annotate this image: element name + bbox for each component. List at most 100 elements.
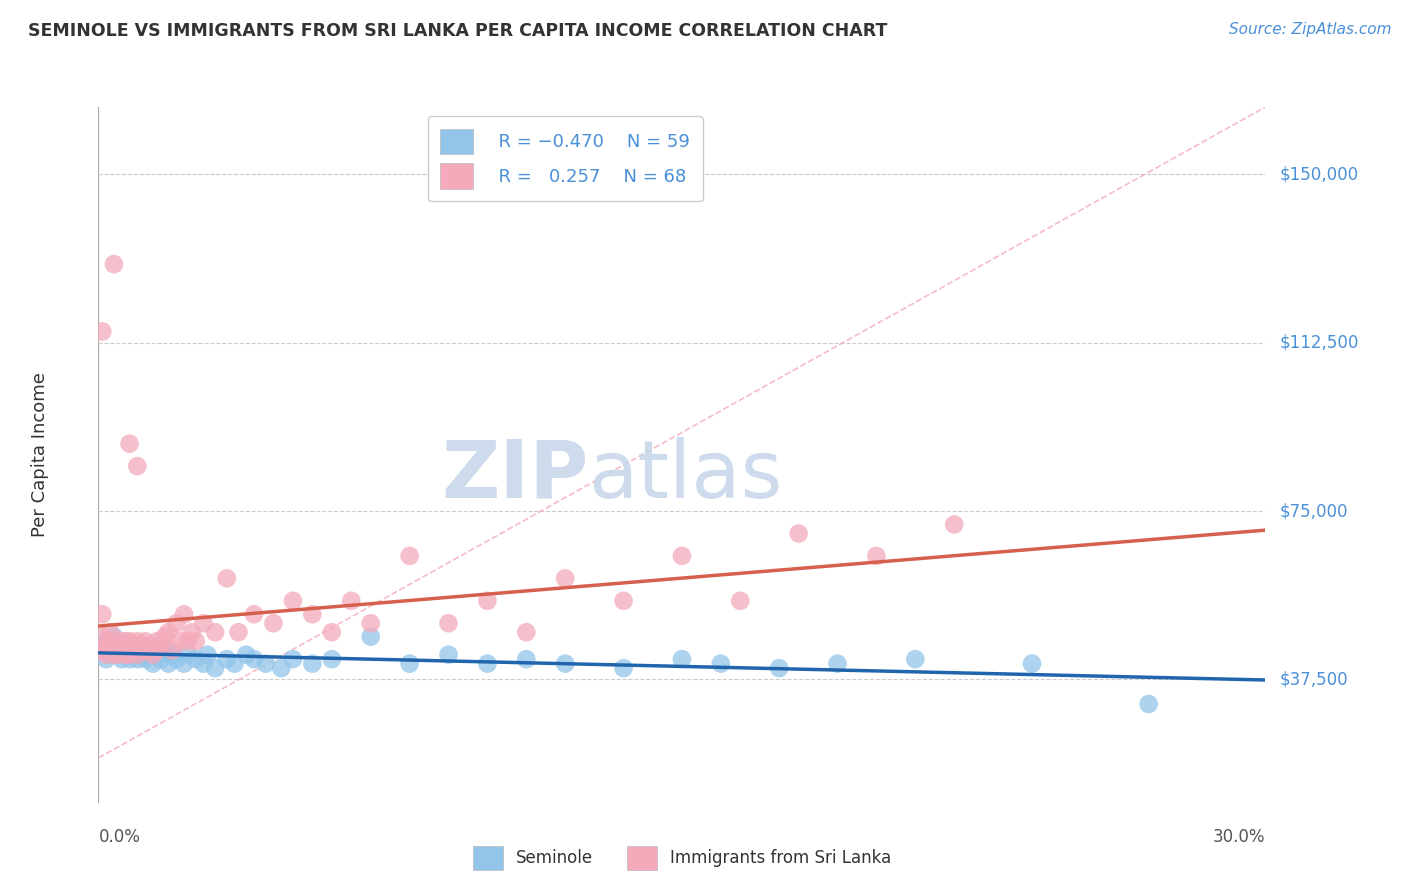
Point bbox=[477, 657, 499, 671]
Point bbox=[243, 652, 266, 666]
Point bbox=[193, 657, 215, 671]
Point bbox=[103, 257, 125, 271]
Point bbox=[554, 571, 576, 585]
Point bbox=[398, 657, 420, 671]
Point bbox=[515, 625, 537, 640]
Point bbox=[157, 657, 180, 671]
Point bbox=[127, 652, 149, 666]
Text: 30.0%: 30.0% bbox=[1213, 828, 1265, 846]
Text: Per Capita Income: Per Capita Income bbox=[31, 373, 49, 537]
Point bbox=[146, 634, 169, 648]
Text: ZIP: ZIP bbox=[441, 437, 589, 515]
Point bbox=[184, 634, 207, 648]
Point bbox=[173, 657, 195, 671]
Point bbox=[118, 652, 141, 666]
Point bbox=[91, 607, 114, 622]
Text: Source: ZipAtlas.com: Source: ZipAtlas.com bbox=[1229, 22, 1392, 37]
Point bbox=[321, 625, 343, 640]
Text: 0.0%: 0.0% bbox=[98, 828, 141, 846]
Point bbox=[146, 643, 169, 657]
Point bbox=[477, 594, 499, 608]
Point bbox=[235, 648, 257, 662]
Point bbox=[103, 630, 125, 644]
Point bbox=[340, 594, 363, 608]
Point bbox=[107, 648, 129, 662]
Point bbox=[114, 643, 136, 657]
Point bbox=[118, 436, 141, 450]
Point bbox=[149, 652, 172, 666]
Point bbox=[169, 634, 191, 648]
Text: $75,000: $75,000 bbox=[1279, 502, 1348, 520]
Point bbox=[118, 639, 141, 653]
Point bbox=[91, 325, 114, 339]
Point bbox=[270, 661, 292, 675]
Point bbox=[91, 643, 114, 657]
Point bbox=[111, 639, 134, 653]
Point bbox=[103, 648, 125, 662]
Point bbox=[162, 643, 184, 657]
Point bbox=[98, 643, 121, 657]
Point bbox=[114, 643, 136, 657]
Point bbox=[165, 616, 187, 631]
Point bbox=[243, 607, 266, 622]
Point bbox=[153, 630, 176, 644]
Text: $150,000: $150,000 bbox=[1279, 165, 1358, 184]
Point bbox=[281, 594, 304, 608]
Point bbox=[107, 639, 129, 653]
Point bbox=[129, 639, 152, 653]
Point bbox=[134, 648, 156, 662]
Point bbox=[138, 643, 160, 657]
Point bbox=[165, 652, 187, 666]
Point bbox=[215, 652, 238, 666]
Point bbox=[360, 616, 382, 631]
Point bbox=[114, 648, 136, 662]
Point bbox=[768, 661, 790, 675]
Point bbox=[96, 648, 118, 662]
Point bbox=[111, 639, 134, 653]
Point bbox=[114, 634, 136, 648]
Point bbox=[96, 634, 118, 648]
Point bbox=[262, 616, 284, 631]
Point bbox=[193, 616, 215, 631]
Point bbox=[111, 652, 134, 666]
Point bbox=[195, 648, 218, 662]
Point bbox=[122, 639, 145, 653]
Point bbox=[98, 625, 121, 640]
Point bbox=[103, 634, 125, 648]
Point bbox=[107, 634, 129, 648]
Point bbox=[98, 634, 121, 648]
Point bbox=[98, 639, 121, 653]
Point bbox=[122, 648, 145, 662]
Point bbox=[129, 643, 152, 657]
Point bbox=[671, 652, 693, 666]
Point bbox=[281, 652, 304, 666]
Point bbox=[91, 630, 114, 644]
Point bbox=[153, 643, 176, 657]
Point bbox=[177, 648, 200, 662]
Point bbox=[107, 643, 129, 657]
Point bbox=[1021, 657, 1043, 671]
Point bbox=[301, 607, 323, 622]
Point bbox=[111, 643, 134, 657]
Point bbox=[142, 648, 165, 662]
Point bbox=[437, 616, 460, 631]
Text: $37,500: $37,500 bbox=[1279, 671, 1348, 689]
Point bbox=[96, 652, 118, 666]
Point bbox=[180, 625, 202, 640]
Point bbox=[134, 634, 156, 648]
Point bbox=[157, 625, 180, 640]
Text: SEMINOLE VS IMMIGRANTS FROM SRI LANKA PER CAPITA INCOME CORRELATION CHART: SEMINOLE VS IMMIGRANTS FROM SRI LANKA PE… bbox=[28, 22, 887, 40]
Point bbox=[612, 594, 634, 608]
Point bbox=[122, 643, 145, 657]
Point bbox=[122, 643, 145, 657]
Point bbox=[224, 657, 246, 671]
Point bbox=[184, 652, 207, 666]
Point bbox=[730, 594, 752, 608]
Text: atlas: atlas bbox=[589, 437, 783, 515]
Point bbox=[127, 459, 149, 474]
Point bbox=[134, 643, 156, 657]
Point bbox=[103, 639, 125, 653]
Point bbox=[134, 652, 156, 666]
Point bbox=[103, 643, 125, 657]
Point bbox=[228, 625, 250, 640]
